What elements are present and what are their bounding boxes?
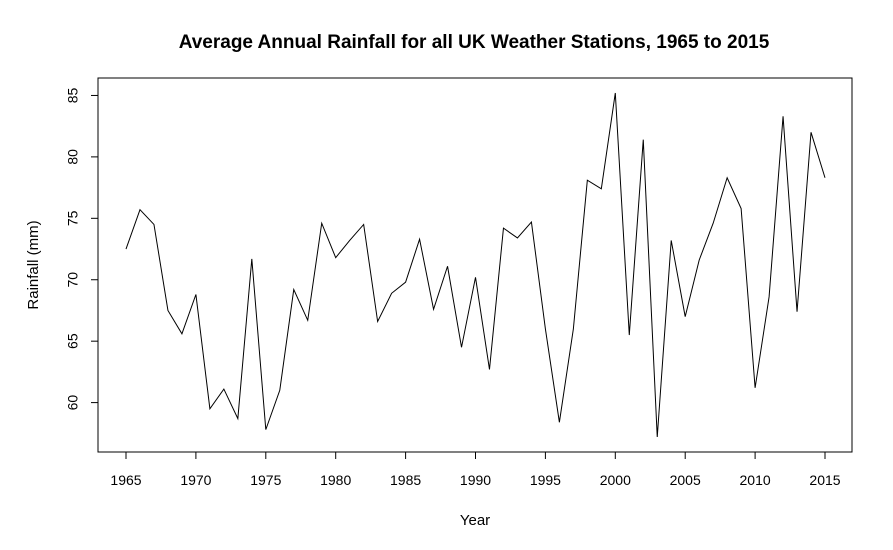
x-tick-label: 1990	[460, 472, 491, 488]
x-axis-label: Year	[460, 512, 490, 529]
series-line-0	[125, 92, 826, 438]
series-layer	[125, 92, 826, 438]
y-tick-label: 65	[65, 333, 81, 349]
x-tick-label: 1985	[390, 472, 421, 488]
x-tick-label: 1970	[180, 472, 211, 488]
y-tick-label: 75	[65, 210, 81, 226]
x-tick-label: 1995	[530, 472, 561, 488]
x-tick-label: 2005	[670, 472, 701, 488]
x-tick-label: 1975	[250, 472, 281, 488]
plot-frame	[97, 77, 853, 453]
x-tick-label: 1965	[110, 472, 141, 488]
y-tick-label: 85	[65, 87, 81, 103]
x-tick-label: 2015	[809, 472, 840, 488]
y-tick-label: 80	[65, 149, 81, 165]
y-tick-label: 70	[65, 272, 81, 288]
y-tick-label: 60	[65, 395, 81, 411]
y-axis: 60 65 70 75 80 85	[65, 87, 99, 411]
x-tick-label: 1980	[320, 472, 351, 488]
x-tick-label: 2000	[600, 472, 631, 488]
x-axis: 1965 1970 1975 1980 1985 1990 1995 2000 2005 2010…	[110, 451, 841, 488]
y-axis-label: Rainfall (mm)	[25, 220, 42, 309]
chart-title: Average Annual Rainfall for all UK Weath…	[179, 32, 770, 53]
x-tick-label: 2010	[740, 472, 771, 488]
